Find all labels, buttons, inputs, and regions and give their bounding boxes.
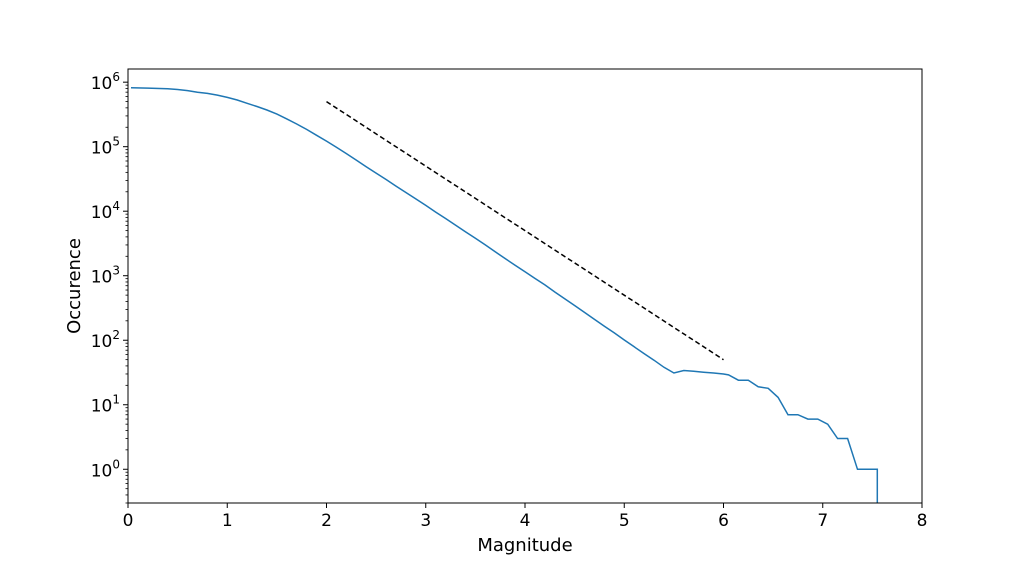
x-tick-label: 3 bbox=[420, 511, 431, 531]
y-tick-label: 102 bbox=[91, 328, 120, 352]
x-tick-label: 0 bbox=[123, 511, 134, 531]
y-tick-label: 105 bbox=[91, 135, 120, 159]
x-tick-label: 6 bbox=[718, 511, 729, 531]
y-tick-label: 103 bbox=[91, 264, 120, 288]
x-tick-label: 1 bbox=[222, 511, 233, 531]
y-tick-label: 101 bbox=[91, 393, 120, 417]
y-axis-title: Occurence bbox=[64, 238, 85, 334]
x-tick-label: 5 bbox=[619, 511, 630, 531]
series-layer bbox=[130, 86, 879, 503]
x-tick-label: 4 bbox=[520, 511, 531, 531]
y-tick-label: 106 bbox=[91, 70, 120, 94]
x-axis-title: Magnitude bbox=[477, 535, 572, 556]
reference-dashed-line bbox=[326, 100, 724, 361]
x-axis: 0 1 2 3 4 5 6 7 8 bbox=[123, 503, 928, 531]
y-tick-label: 104 bbox=[91, 199, 120, 223]
x-tick-label: 2 bbox=[321, 511, 332, 531]
x-tick-label: 8 bbox=[917, 511, 928, 531]
y-tick-label: 100 bbox=[91, 457, 120, 481]
x-tick-label: 7 bbox=[817, 511, 828, 531]
y-axis: 100 101 102 103 104 105 106 bbox=[91, 70, 128, 504]
occurrence-series-line bbox=[130, 86, 879, 503]
